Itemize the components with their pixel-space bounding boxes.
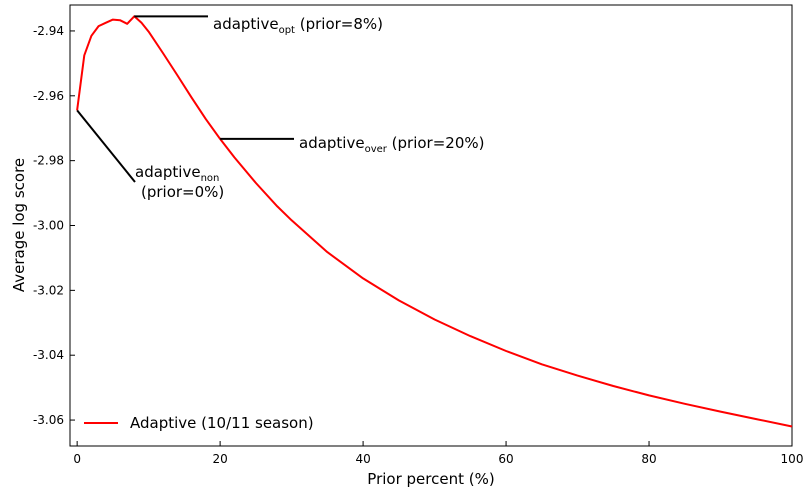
series-layer [76, 15, 793, 428]
x-tick-label-5: 100 [781, 452, 804, 466]
x-axis-label: Prior percent (%) [367, 470, 494, 488]
y-tick-label-1: -2.96 [33, 89, 64, 103]
y-tick-label-3: -3.00 [33, 219, 64, 233]
series-line-0 [76, 15, 793, 428]
y-tick-label-0: -2.94 [33, 24, 64, 38]
x-tick-label-0: 0 [73, 452, 81, 466]
y-axis-ticks: -2.94 -2.96 -2.98 -3.00 -3.02 -3.04 -3.06 [33, 24, 75, 427]
y-tick-label-5: -3.04 [33, 348, 64, 362]
x-tick-label-1: 20 [212, 452, 227, 466]
y-axis-label: Average log score [10, 158, 28, 292]
annotations: adaptiveopt (prior=8%) adaptiveover (pri… [76, 15, 485, 201]
legend: Adaptive (10/11 season) [84, 414, 314, 432]
legend-label: Adaptive (10/11 season) [130, 414, 314, 432]
y-tick-label-4: -3.02 [33, 283, 64, 297]
annotation-over: adaptiveover (prior=20%) [299, 134, 485, 155]
x-axis-ticks: 0 20 40 60 80 100 [73, 441, 803, 466]
annotation-non: adaptivenon [135, 163, 219, 184]
y-tick-label-6: -3.06 [33, 413, 64, 427]
y-tick-label-2: -2.98 [33, 154, 64, 168]
annotation-non-prior: (prior=0%) [141, 183, 224, 201]
annotation-opt: adaptiveopt (prior=8%) [213, 15, 383, 36]
x-tick-label-3: 60 [498, 452, 513, 466]
plot-frame [69, 4, 793, 447]
x-tick-label-2: 40 [355, 452, 370, 466]
x-tick-label-4: 80 [641, 452, 656, 466]
annotation-line-non [76, 109, 136, 183]
